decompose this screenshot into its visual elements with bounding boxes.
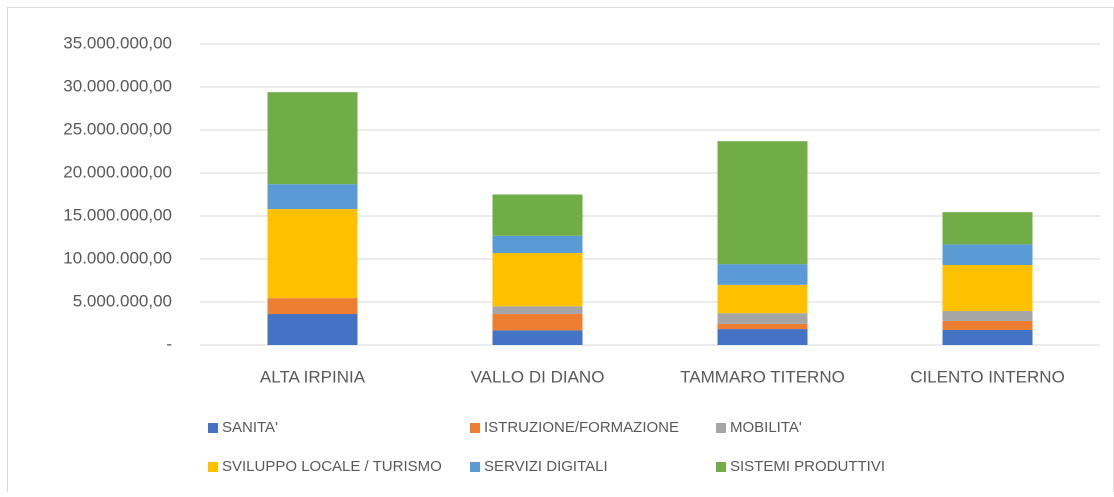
legend-label: SISTEMI PRODUTTIVI bbox=[730, 458, 885, 475]
y-tick-label: 30.000.000,00 bbox=[63, 76, 172, 95]
bar-segment bbox=[717, 329, 808, 345]
bar-segment bbox=[492, 235, 583, 253]
bar-segment bbox=[267, 92, 358, 185]
bar-segment bbox=[717, 313, 808, 324]
bar-segment bbox=[267, 209, 358, 299]
y-tick-label: 20.000.000,00 bbox=[63, 162, 172, 181]
bar-segment bbox=[942, 244, 1033, 266]
bar-segment bbox=[492, 306, 583, 315]
y-tick-label: 35.000.000,00 bbox=[63, 33, 172, 52]
bar-segment bbox=[942, 212, 1033, 245]
bar-segment bbox=[717, 141, 808, 265]
bar-segment bbox=[267, 298, 358, 315]
legend: SANITA' ISTRUZIONE/FORMAZIONE MOBILITA' SVI… bbox=[208, 419, 885, 475]
y-tick-label: 10.000.000,00 bbox=[63, 248, 172, 267]
legend-swatch bbox=[470, 423, 480, 433]
bar-segment bbox=[267, 184, 358, 210]
y-tick-label: 25.000.000,00 bbox=[63, 119, 172, 138]
bar-segment bbox=[267, 314, 358, 345]
legend-swatch bbox=[470, 462, 480, 472]
bar-segment bbox=[492, 330, 583, 345]
legend-label: SVILUPPO LOCALE / TURISMO bbox=[222, 458, 442, 475]
bar-segment bbox=[717, 323, 808, 330]
legend-swatch bbox=[208, 462, 218, 472]
bar-segment bbox=[717, 284, 808, 314]
bar-segment bbox=[942, 329, 1033, 345]
x-tick-label: TAMMARO TITERNO bbox=[680, 367, 845, 386]
legend-swatch bbox=[716, 423, 726, 433]
legend-label: ISTRUZIONE/FORMAZIONE bbox=[484, 419, 679, 436]
x-tick-label: ALTA IRPINIA bbox=[260, 367, 366, 386]
bar-segment bbox=[942, 320, 1033, 330]
legend-swatch bbox=[208, 423, 218, 433]
legend-swatch bbox=[716, 462, 726, 472]
y-tick-label: 5.000.000,00 bbox=[73, 291, 172, 310]
y-tick-label: - bbox=[166, 334, 172, 353]
legend-label: SERVIZI DIGITALI bbox=[484, 458, 608, 475]
y-tick-label: 15.000.000,00 bbox=[63, 205, 172, 224]
legend-label: SANITA' bbox=[222, 419, 278, 436]
x-tick-label: CILENTO INTERNO bbox=[910, 367, 1065, 386]
x-tick-label: VALLO DI DIANO bbox=[471, 367, 605, 386]
legend-label: MOBILITA' bbox=[730, 419, 802, 436]
bar-segment bbox=[492, 314, 583, 331]
bar-segment bbox=[492, 252, 583, 307]
bar-segment bbox=[942, 311, 1033, 321]
bar-segment bbox=[717, 264, 808, 285]
bar-segment bbox=[942, 265, 1033, 312]
bar-segment bbox=[492, 194, 583, 236]
